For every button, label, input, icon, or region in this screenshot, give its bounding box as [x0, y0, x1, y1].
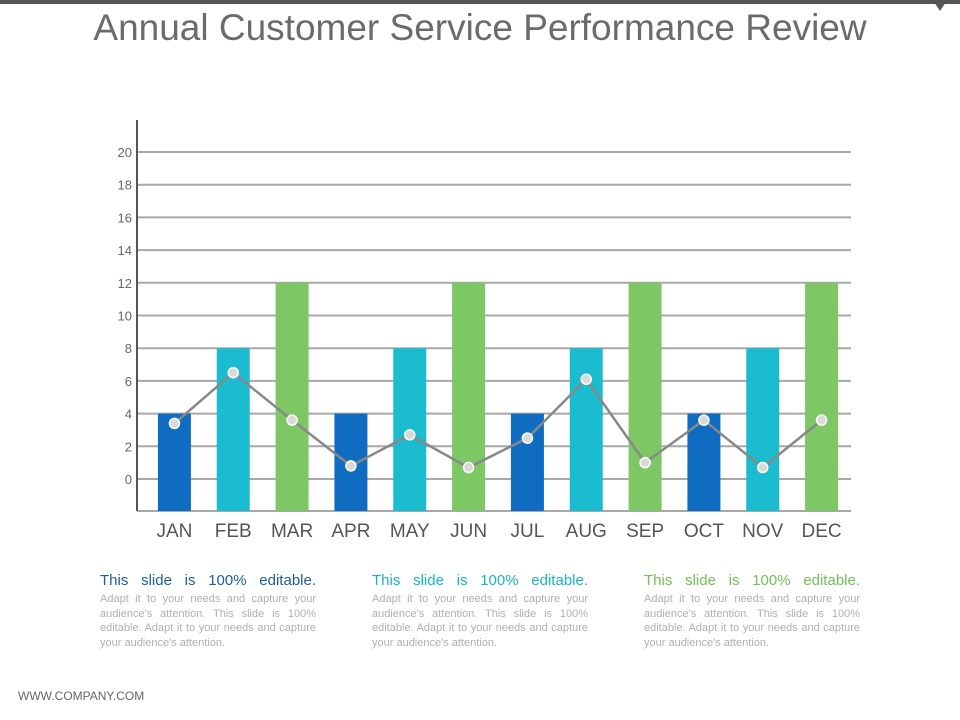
text-block-2: This slide is 100% editable. Adapt it to…: [372, 571, 588, 650]
y-tick-label: 0: [125, 472, 132, 487]
bar-jul: [510, 413, 544, 511]
line-point-mar: [286, 414, 298, 426]
bar-nov: [746, 348, 780, 511]
line-point-jun: [462, 461, 475, 474]
line-series: [173, 371, 823, 470]
x-tick-label: JUN: [450, 521, 487, 542]
y-tick-label: 20: [118, 145, 132, 160]
text-block-3: This slide is 100% editable. Adapt it to…: [644, 571, 860, 650]
line-point-may: [404, 429, 416, 441]
bar-dec: [805, 282, 839, 511]
bar-aug: [569, 348, 603, 511]
y-tick-label: 8: [125, 341, 132, 356]
line-point-apr: [345, 460, 357, 472]
line-point-jul: [521, 432, 534, 444]
x-tick-label: NOV: [742, 521, 784, 542]
combo-chart: 0 2 4 6 8 10 12 14 16 18 20 JAN FEB MAR APR MAY JUN JUL AU…: [118, 120, 851, 542]
page-title: Annual Customer Service Performance Revi…: [93, 7, 867, 48]
bar-jun: [452, 282, 486, 511]
x-tick-label: MAY: [390, 521, 430, 542]
y-tick-label: 10: [118, 309, 132, 324]
line-point-aug: [580, 373, 592, 386]
x-tick-label: SEP: [626, 521, 664, 542]
y-tick-label: 18: [118, 178, 132, 193]
x-tick-label: DEC: [802, 521, 842, 542]
y-tick-label: 16: [118, 210, 132, 225]
text-block-body: Adapt it to your needs and capture your …: [100, 593, 316, 649]
bar-sep: [628, 282, 662, 511]
text-block-body: Adapt it to your needs and capture your …: [644, 593, 860, 649]
bar-jan: [157, 413, 191, 511]
text-block-1: This slide is 100% editable. Adapt it to…: [100, 571, 316, 650]
line-point-nov: [757, 461, 769, 474]
text-block-heading: This slide is 100% editable.: [372, 572, 588, 589]
text-block-body: Adapt it to your needs and capture your …: [372, 593, 588, 649]
x-tick-label: JUL: [511, 521, 545, 542]
y-tick-label: 12: [118, 276, 132, 291]
line-point-dec: [815, 414, 828, 426]
footer-url: WWW.COMPANY.COM: [18, 689, 145, 703]
x-tick-label: MAR: [271, 521, 313, 542]
x-tick-label: JAN: [156, 521, 192, 542]
y-tick-label: 6: [125, 374, 132, 389]
text-block-heading: This slide is 100% editable.: [644, 572, 860, 589]
line-point-oct: [698, 414, 710, 426]
bar-mar: [275, 282, 309, 511]
y-tick-label: 4: [125, 407, 132, 422]
x-tick-label: APR: [331, 521, 370, 542]
x-tick-label: AUG: [566, 521, 607, 542]
line-point-feb: [227, 366, 239, 379]
text-block-heading: This slide is 100% editable.: [100, 572, 316, 589]
y-tick-label: 14: [118, 243, 132, 258]
y-tick-label: 2: [125, 439, 132, 454]
x-tick-label: FEB: [215, 521, 252, 542]
line-point-jan: [168, 417, 181, 430]
x-tick-label: OCT: [684, 521, 725, 542]
top-bar: [0, 0, 960, 4]
corner-marker-icon: [934, 2, 946, 11]
line-point-sep: [639, 456, 651, 469]
